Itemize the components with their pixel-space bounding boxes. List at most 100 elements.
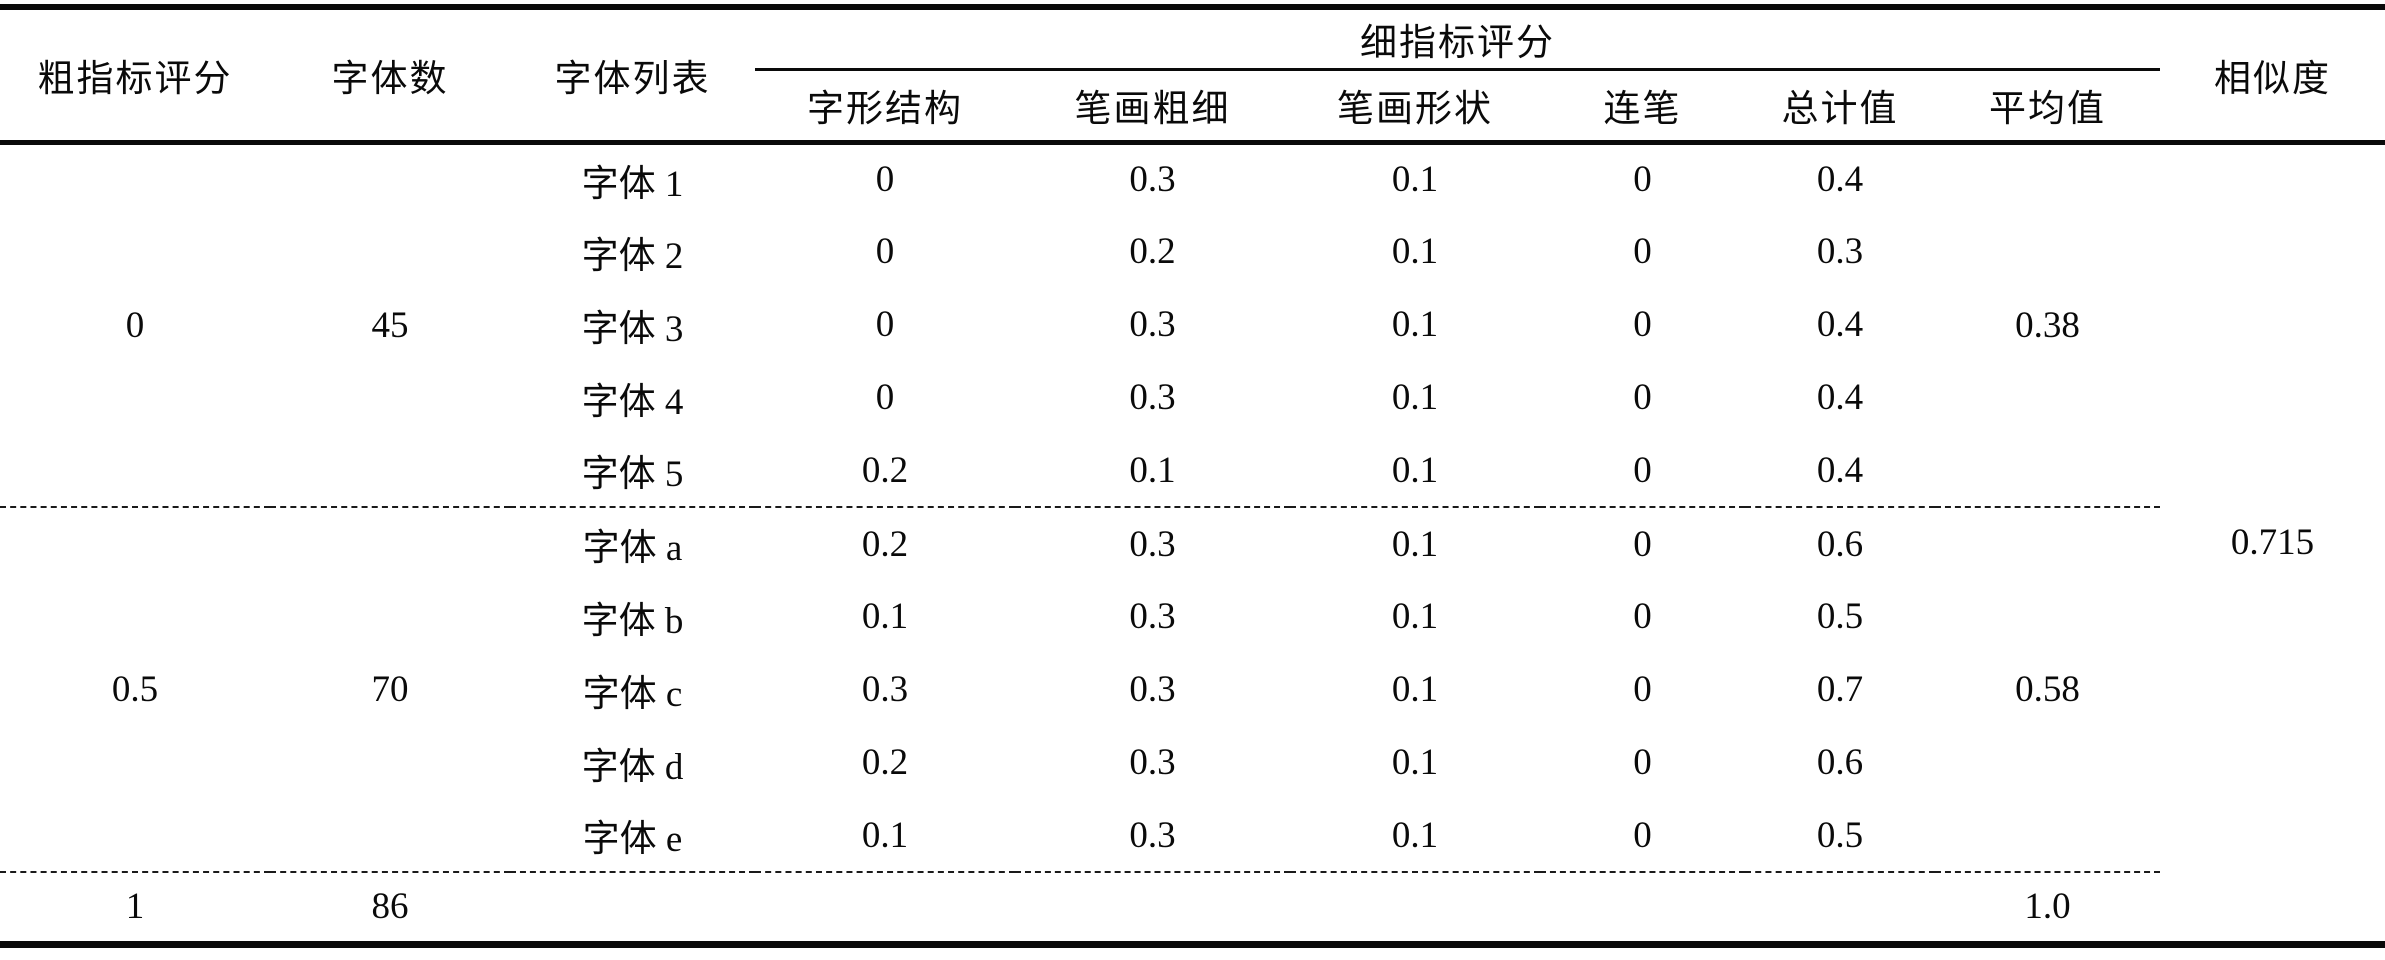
score-cell: 0.3: [1816, 231, 1864, 272]
score-cell: [1540, 871, 1745, 944]
table-body: 0 45 字体 1 0 0.3 0.1 0 0.4 0.38 0.715 字体 2 0 0.2 0.1 0 0…: [0, 139, 2385, 944]
font-name-cell: 字体 c: [582, 673, 683, 715]
score-cell: 0.1: [861, 596, 909, 637]
font-name-cell: 字体 d: [581, 746, 684, 788]
font-name-cell: 字体 1: [510, 139, 755, 215]
score-cell: 0: [1540, 506, 1745, 580]
score-cell: 0: [1633, 742, 1652, 783]
score-cell: 0: [1540, 139, 1745, 215]
score-cell: 0.1: [1391, 449, 1439, 491]
font-name-cell: 字体 3: [581, 308, 684, 350]
col-subheader-连笔: 连笔: [1603, 89, 1682, 130]
header-row-sub: 字形结构 笔画粗细 笔画形状 连笔 总计值 平均值: [0, 69, 2385, 142]
font-row: 字体 2 0 0.2 0.1 0 0.3: [0, 215, 2385, 288]
score-cell: 0: [1633, 304, 1652, 345]
score-cell: 0: [1633, 231, 1652, 272]
score-cell: 0: [1633, 377, 1652, 418]
score-cell: [1745, 871, 1935, 944]
score-cell: [1015, 871, 1290, 944]
font-row: 0 45 字体 1 0 0.3 0.1 0 0.4 0.38 0.715: [0, 139, 2385, 944]
score-cell: 0.1: [1129, 449, 1176, 491]
score-cell: 0.3: [1129, 669, 1176, 710]
font-row: 1 86 1.0: [0, 871, 2385, 944]
score-cell: 0.2: [755, 506, 1015, 580]
score-cell: 0: [1633, 669, 1652, 710]
font-name-cell: 字体 4: [581, 381, 684, 423]
score-cell: 0: [755, 139, 1015, 215]
score-cell: 0: [875, 377, 895, 418]
col-header-coarse-score: 粗指标评分: [37, 58, 233, 100]
score-cell: 0.3: [1129, 304, 1176, 345]
score-cell: 0.1: [1391, 669, 1439, 710]
average-cell: 1.0: [1935, 871, 2160, 944]
font-row: 0.5 70 字体 a 0.2 0.3 0.1 0 0.6 0.58: [0, 506, 2385, 872]
score-cell: 0.3: [1129, 742, 1176, 783]
header-row-top: 粗指标评分 字体数 字体列表 细指标评分 相似度: [0, 7, 2385, 100]
font-count-cell: 70: [270, 506, 510, 872]
col-subheader-笔画粗细: 笔画粗细: [1074, 89, 1231, 130]
similarity-cell: 0.715: [2160, 139, 2385, 944]
font-name-cell: 字体 a: [510, 506, 755, 580]
score-cell: 0.3: [1129, 596, 1176, 637]
font-count-cell: 86: [270, 871, 510, 944]
font-row: 字体 4 0 0.3 0.1 0 0.4: [0, 361, 2385, 434]
col-header-similarity: 相似度: [2214, 58, 2331, 100]
font-name-cell: 字体 5: [581, 454, 684, 495]
font-name-cell: [510, 871, 755, 944]
score-cell: 0.5: [1816, 814, 1864, 856]
score-cell: 0.2: [861, 742, 909, 783]
font-name-cell: 字体 e: [582, 819, 683, 860]
font-row: 字体 c 0.3 0.3 0.1 0 0.7: [0, 653, 2385, 726]
col-header-fine-score-group: 细指标评分: [755, 7, 2160, 71]
font-name-cell: 字体 b: [581, 600, 684, 642]
score-cell: 0.3: [1129, 814, 1176, 856]
score-cell: 0: [1633, 596, 1652, 637]
table-header: 粗指标评分 字体数 字体列表 细指标评分 相似度 字形结构 笔画粗细 笔画形状 连笔 总…: [0, 7, 2385, 142]
font-count-cell: 45: [270, 139, 510, 507]
font-name-cell: 字体 2: [581, 235, 684, 277]
score-cell: 0.1: [1391, 814, 1439, 856]
score-cell: 0.4: [1816, 304, 1864, 345]
average-cell: 0.38: [1935, 139, 2160, 507]
score-cell: [755, 871, 1015, 944]
score-cell: 0.4: [1816, 377, 1864, 418]
font-row: 字体 e 0.1 0.3 0.1 0 0.5: [0, 799, 2385, 872]
score-cell: 0: [1633, 814, 1652, 856]
score-cell: 0.1: [1391, 596, 1439, 637]
score-cell: 0: [875, 304, 895, 345]
score-cell: 0: [1633, 449, 1652, 491]
score-cell: 0.6: [1745, 506, 1935, 580]
score-cell: [1290, 871, 1540, 944]
col-subheader-笔画形状: 笔画形状: [1337, 89, 1493, 130]
score-cell: 0.3: [1015, 139, 1290, 215]
score-cell: 0.1: [1391, 742, 1439, 783]
font-row: 字体 d 0.2 0.3 0.1 0 0.6: [0, 726, 2385, 799]
col-header-font-list: 字体列表: [554, 58, 711, 100]
score-cell: 0.1: [1391, 304, 1439, 345]
average-cell: 0.58: [1935, 506, 2160, 872]
score-cell: 0.3: [1015, 506, 1290, 580]
score-cell: 0.1: [1391, 231, 1439, 272]
score-cell: 0.6: [1816, 742, 1864, 783]
score-cell: 0.1: [1290, 506, 1540, 580]
score-cell: 0.3: [1129, 377, 1176, 418]
font-row: 字体 b 0.1 0.3 0.1 0 0.5: [0, 580, 2385, 653]
score-cell: 0.7: [1816, 669, 1864, 710]
score-cell: 0.1: [1391, 377, 1439, 418]
score-cell: 0.2: [1129, 231, 1176, 272]
font-row: 字体 3 0 0.3 0.1 0 0.4: [0, 288, 2385, 361]
score-cell: 0.1: [861, 814, 909, 856]
score-cell: 0.4: [1745, 139, 1935, 215]
score-cell: 0.3: [861, 669, 909, 710]
score-cell: 0.5: [1816, 596, 1864, 637]
coarse-score-cell: 0.5: [0, 506, 270, 872]
score-cell: 0.1: [1290, 139, 1540, 215]
col-subheader-平均值: 平均值: [1989, 89, 2106, 130]
col-header-font-count: 字体数: [331, 58, 449, 100]
coarse-score-cell: 1: [0, 871, 270, 944]
font-similarity-score-table: 粗指标评分 字体数 字体列表 细指标评分 相似度 字形结构 笔画粗细 笔画形状 连笔 总…: [0, 4, 2385, 948]
col-subheader-总计值: 总计值: [1781, 89, 1899, 130]
score-cell: 0: [875, 231, 895, 272]
coarse-score-cell: 0: [0, 139, 270, 507]
score-cell: 0.4: [1816, 449, 1864, 491]
